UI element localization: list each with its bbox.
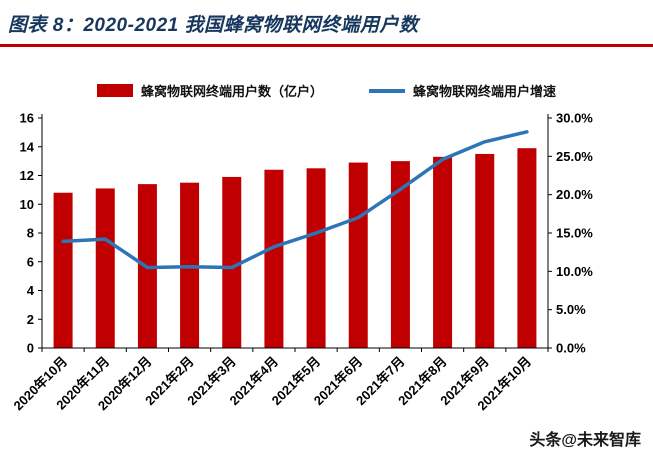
left-axis-label: 14 bbox=[20, 139, 35, 154]
trend-line bbox=[61, 130, 529, 270]
left-axis-label: 10 bbox=[20, 197, 34, 212]
left-axis-label: 8 bbox=[27, 226, 34, 241]
bar-swatch-icon bbox=[96, 84, 133, 97]
bar bbox=[348, 162, 368, 348]
legend-line-label: 蜂窝物联网终端用户增速 bbox=[413, 84, 557, 99]
bar bbox=[433, 156, 453, 348]
title-underline bbox=[0, 44, 653, 47]
bar bbox=[517, 148, 537, 348]
bar bbox=[306, 168, 326, 348]
line-swatch-icon bbox=[369, 88, 405, 93]
left-axis-label: 12 bbox=[20, 168, 34, 183]
left-axis-label: 16 bbox=[20, 111, 34, 126]
chart-title: 图表 8：2020-2021 我国蜂窝物联网终端用户数 bbox=[8, 15, 419, 36]
right-axis-label: 10.0% bbox=[556, 264, 593, 279]
bar bbox=[222, 176, 242, 348]
legend-item-bar: 蜂窝物联网终端用户数（亿户） bbox=[96, 81, 323, 100]
bar bbox=[53, 192, 73, 348]
bar bbox=[390, 161, 410, 348]
bar bbox=[95, 188, 115, 348]
legend: 蜂窝物联网终端用户数（亿户） 蜂窝物联网终端用户增速 bbox=[0, 81, 653, 100]
left-axis-label: 6 bbox=[27, 254, 34, 269]
bar bbox=[264, 169, 284, 348]
right-axis-label: 5.0% bbox=[556, 302, 586, 317]
right-axis-label: 25.0% bbox=[556, 149, 593, 164]
right-axis-label: 0.0% bbox=[556, 341, 586, 356]
right-axis-label: 15.0% bbox=[556, 226, 593, 241]
legend-bar-label: 蜂窝物联网终端用户数（亿户） bbox=[140, 84, 323, 99]
left-axis-label: 4 bbox=[27, 283, 35, 298]
combo-chart: 0 2 4 6 8 10 12 14 16 0.0% 5.0% 10.0% 15.0% 20.0% 25.0… bbox=[11, 111, 594, 414]
watermark: 头条@未来智库 bbox=[529, 432, 641, 449]
right-axis-label: 30.0% bbox=[556, 111, 593, 126]
bar bbox=[475, 153, 495, 348]
left-axis-label: 0 bbox=[27, 341, 34, 356]
left-axis-label: 2 bbox=[27, 312, 34, 327]
right-axis-label: 20.0% bbox=[556, 187, 593, 202]
legend-item-line: 蜂窝物联网终端用户增速 bbox=[369, 81, 556, 100]
